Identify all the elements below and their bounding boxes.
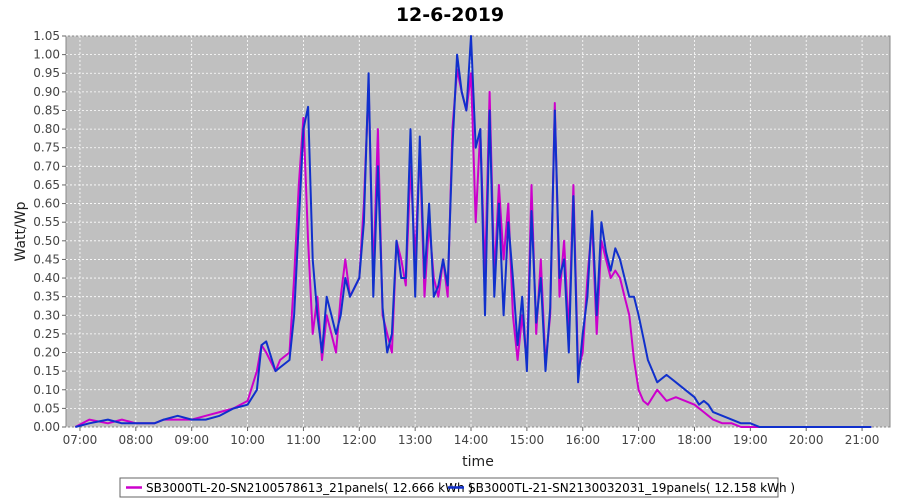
y-tick-label: 0.10: [33, 383, 60, 397]
y-tick-label: 1.00: [33, 48, 60, 62]
x-tick-label: 14:00: [454, 433, 489, 447]
x-axis-ticks: 07:00 08:00 09:00 10:00 11:00 12:00 13:00 14:00…: [63, 427, 880, 447]
grid-lines: [66, 35, 890, 428]
y-axis-label: Watt/Wp: [13, 201, 29, 261]
x-tick-label: 18:00: [677, 433, 712, 447]
x-axis-label: time: [462, 454, 494, 470]
y-tick-label: 0.85: [33, 103, 60, 117]
y-tick-label: 0.65: [33, 178, 60, 192]
plot-area: [65, 35, 891, 428]
x-tick-label: 20:00: [789, 433, 824, 447]
series-line-2: [75, 35, 872, 428]
x-tick-label: 08:00: [119, 433, 154, 447]
y-tick-label: 0.95: [33, 66, 60, 80]
y-tick-label: 0.90: [33, 85, 60, 99]
legend: SB3000TL-20-SN2100578613_21panels( 12.66…: [119, 477, 795, 498]
series-lines: [74, 35, 872, 428]
chart-title: 12-6-2019: [396, 4, 504, 26]
legend-label: SB3000TL-20-SN2100578613_21panels( 12.66…: [146, 481, 473, 495]
x-tick-label: 09:00: [174, 433, 209, 447]
y-tick-label: 0.25: [33, 327, 60, 341]
x-tick-label: 17:00: [621, 433, 656, 447]
x-tick-label: 15:00: [510, 433, 545, 447]
x-tick-label: 07:00: [63, 433, 98, 447]
y-tick-label: 0.75: [33, 141, 60, 155]
legend-label: SB3000TL-21-SN2130032031_19panels( 12.15…: [468, 481, 795, 495]
y-axis-ticks: 0.00 0.05 0.10 0.15 0.20 0.25 0.30 0.35 0.40 0.45…: [33, 29, 66, 434]
y-tick-label: 0.60: [33, 197, 60, 211]
x-tick-label: 21:00: [845, 433, 880, 447]
y-tick-label: 1.05: [33, 29, 60, 43]
y-tick-label: 0.55: [33, 215, 60, 229]
y-tick-label: 0.45: [33, 252, 60, 266]
y-tick-label: 0.30: [33, 308, 60, 322]
y-tick-label: 0.15: [33, 364, 60, 378]
x-tick-label: 10:00: [230, 433, 265, 447]
y-tick-label: 0.40: [33, 271, 60, 285]
x-tick-label: 19:00: [733, 433, 768, 447]
y-tick-label: 0.20: [33, 346, 60, 360]
x-tick-label: 12:00: [342, 433, 377, 447]
y-tick-label: 0.05: [33, 401, 60, 415]
y-tick-label: 0.35: [33, 290, 60, 304]
y-tick-label: 0.00: [33, 420, 60, 434]
x-tick-label: 16:00: [565, 433, 600, 447]
y-tick-label: 0.80: [33, 122, 60, 136]
y-tick-label: 0.70: [33, 159, 60, 173]
y-tick-label: 0.50: [33, 234, 60, 248]
x-tick-label: 13:00: [398, 433, 433, 447]
x-tick-label: 11:00: [286, 433, 321, 447]
